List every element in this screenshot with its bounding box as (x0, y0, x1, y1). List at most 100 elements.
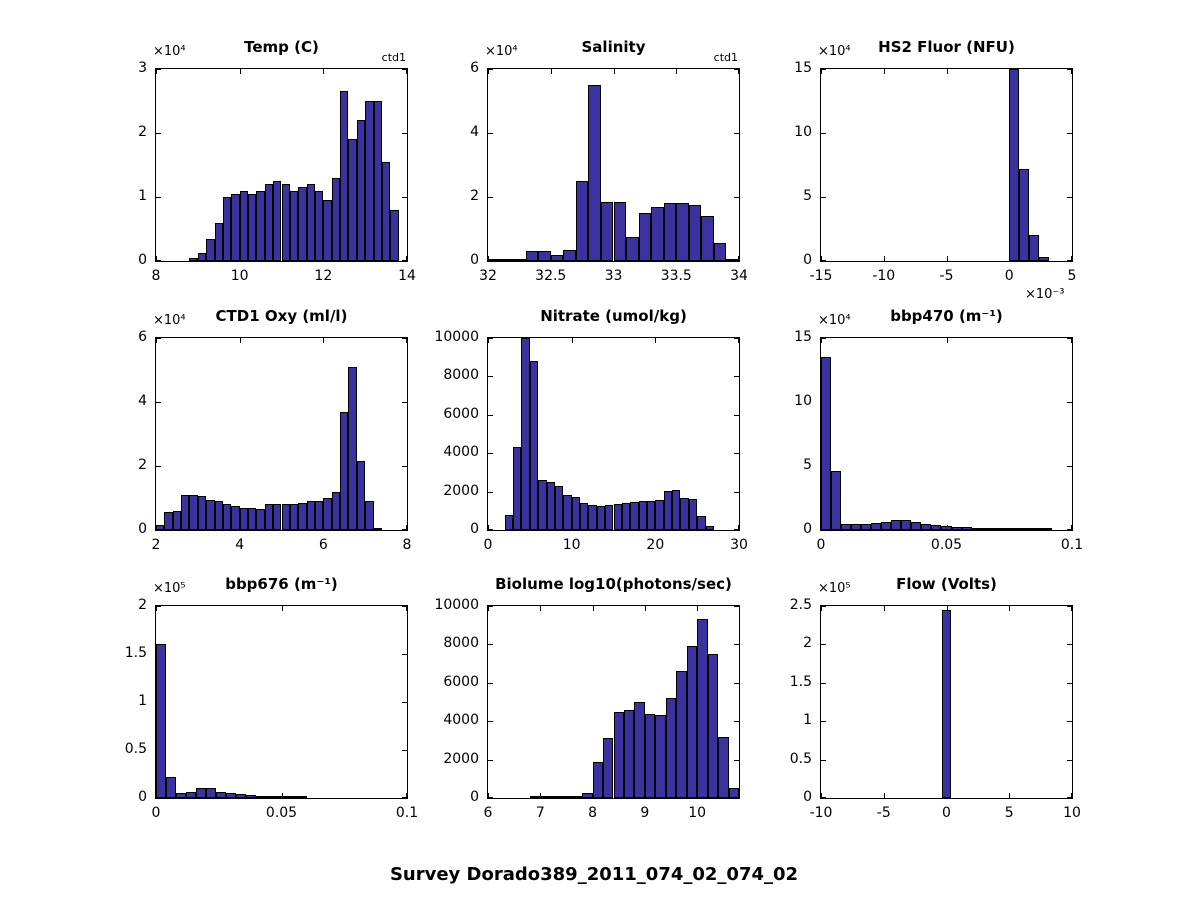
histogram-bar (216, 792, 227, 798)
tick-mark (1067, 338, 1072, 339)
tick-mark (946, 338, 948, 343)
histogram-bar (596, 506, 606, 530)
histogram-bar (331, 491, 341, 530)
histogram-bar (540, 796, 551, 798)
y-tick-label: 6 (138, 329, 147, 345)
tick-mark (734, 133, 739, 134)
histogram-bar (821, 357, 832, 530)
histogram-bar (222, 504, 232, 530)
histogram-bar (306, 501, 315, 530)
y-tick-label: 10 (794, 124, 812, 140)
x-axis-exponent: ×10⁻³ (1025, 287, 1065, 302)
histogram-bar (298, 502, 307, 530)
tick-mark (821, 797, 826, 798)
x-tick-label: 5 (1004, 805, 1014, 821)
x-tick-label: 0.05 (930, 537, 963, 553)
histogram-bar (197, 496, 207, 530)
histogram-bar (226, 793, 237, 798)
y-tick-label: 2 (138, 457, 147, 473)
histogram-bar (521, 338, 530, 530)
x-tick-label: 34 (730, 268, 748, 284)
histogram-bar (256, 509, 265, 530)
x-tick-label: 8 (151, 268, 161, 284)
y-tick-label: 6 (470, 60, 479, 76)
plot-area (155, 605, 408, 799)
tick-mark (738, 69, 739, 74)
tick-mark (734, 338, 739, 339)
y-tick-label: 2 (138, 597, 147, 613)
subplot-title: Temp (C) (244, 38, 319, 56)
histogram-bar (651, 206, 664, 261)
x-tick-label: 20 (646, 537, 665, 553)
histogram-bar (1009, 69, 1020, 261)
histogram-bar (356, 461, 366, 530)
tick-mark (488, 133, 493, 134)
histogram-bar (841, 523, 852, 530)
histogram-bar (592, 761, 604, 798)
y-tick-label: 8000 (443, 635, 479, 652)
histogram-bar (239, 507, 249, 530)
histogram-bar (726, 259, 739, 261)
tick-mark (488, 453, 493, 455)
histogram-bar (513, 447, 522, 530)
tick-mark (946, 256, 948, 261)
tick-mark (281, 606, 283, 611)
histogram-bar (276, 796, 287, 798)
y-tick-label: 8000 (443, 367, 479, 384)
tick-mark (156, 256, 157, 261)
histogram-bar (197, 253, 207, 261)
y-tick-label: 5 (803, 457, 812, 473)
y-tick-label: 0 (470, 789, 479, 805)
tick-mark (406, 338, 407, 343)
tick-mark (488, 606, 493, 607)
tick-mark (156, 69, 161, 70)
histogram-bar (214, 501, 223, 530)
x-tick-label: -5 (939, 268, 954, 284)
histogram-bar (655, 715, 666, 798)
x-tick-label: 14 (398, 268, 416, 284)
histogram-bar (181, 494, 190, 530)
x-tick-label: -15 (809, 268, 833, 284)
histogram-bar (306, 184, 315, 261)
histogram-bar (688, 499, 698, 530)
axis-annotation: ctd1 (713, 51, 738, 64)
x-tick-label: 0.1 (1060, 537, 1084, 553)
tick-mark (738, 338, 739, 343)
histogram-bar (961, 527, 972, 530)
histogram-bar (298, 187, 307, 261)
histogram-bar (665, 698, 677, 798)
y-tick-label: 0 (138, 521, 147, 537)
histogram-bar (605, 505, 614, 530)
tick-mark (1067, 682, 1072, 684)
y-tick-label: 0.5 (789, 750, 812, 767)
histogram-bar (630, 502, 639, 530)
histogram-bar (621, 503, 631, 530)
histogram-bar (206, 499, 215, 530)
tick-mark (1067, 466, 1072, 467)
histogram-bar (529, 361, 539, 530)
tick-mark (402, 750, 407, 751)
tick-mark (1067, 69, 1072, 70)
histogram-bar (561, 796, 572, 798)
histogram-bar (638, 213, 652, 261)
tick-mark (488, 414, 493, 416)
x-tick-label: 32 (479, 268, 497, 284)
tick-mark (488, 721, 493, 723)
x-tick-label: 0 (483, 537, 493, 553)
histogram-bar (323, 498, 332, 530)
histogram-bar (911, 521, 922, 530)
x-tick-label: 30 (730, 537, 748, 553)
tick-mark (156, 69, 157, 74)
y-tick-label: 10 (794, 393, 812, 409)
histogram-bar (951, 526, 962, 530)
y-tick-label: 15 (794, 329, 812, 345)
x-tick-label: 7 (535, 805, 545, 821)
y-tick-label: 2000 (443, 750, 479, 767)
histogram-bar (196, 788, 207, 798)
tick-mark (734, 376, 739, 378)
tick-mark (883, 69, 885, 74)
histogram-bar (256, 190, 265, 261)
y-tick-label: 3 (138, 60, 147, 76)
y-axis-exponent: ×10⁵ (153, 581, 186, 596)
histogram-bar (701, 216, 714, 261)
